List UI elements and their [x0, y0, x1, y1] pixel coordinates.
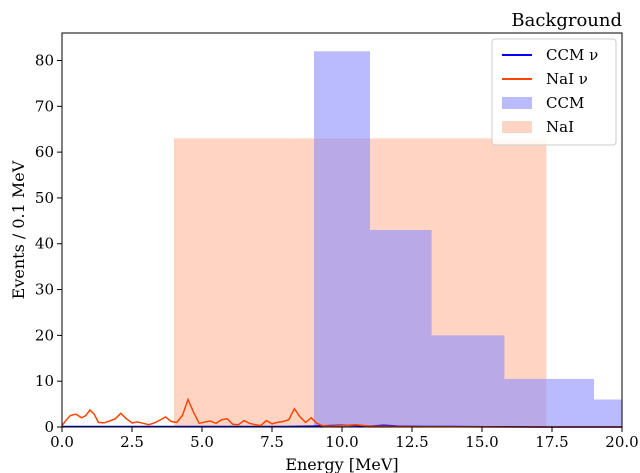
- x-tick-label: 5.0: [190, 433, 214, 451]
- x-tick-label: 17.5: [535, 433, 568, 451]
- ccm-bar: [431, 335, 468, 427]
- ccm-bar: [594, 399, 622, 427]
- x-tick-label: 0.0: [50, 433, 74, 451]
- legend: CCM ν NaI ν CCM NaI: [491, 38, 617, 146]
- y-axis: 0 10 20 30 40 50 60 70 80: [35, 51, 62, 436]
- y-tick-label: 10: [35, 372, 54, 390]
- ccm-legend-label: CCM ν: [546, 46, 598, 64]
- y-tick-label: 50: [35, 189, 54, 207]
- y-tick-label: 0: [44, 418, 54, 436]
- x-tick-label: 15.0: [465, 433, 498, 451]
- ccm-bar: [468, 335, 505, 427]
- nai-legend-swatch: [502, 121, 532, 133]
- nai-legend-label: NaI ν: [546, 70, 588, 88]
- ccm-bar: [504, 378, 547, 427]
- nai-legend-label: NaI: [546, 118, 574, 136]
- x-axis-label: Energy [MeV]: [285, 455, 398, 473]
- y-tick-label: 80: [35, 51, 54, 69]
- y-axis-label: Events / 0.1 MeV: [9, 160, 28, 299]
- x-axis: 0.0 2.5 5.0 7.5 10.0 12.5 15.0 17.5 20.0: [50, 427, 639, 451]
- ccm-legend-label: CCM: [546, 94, 584, 112]
- y-tick-label: 20: [35, 326, 54, 344]
- x-tick-label: 20.0: [605, 433, 638, 451]
- x-tick-label: 2.5: [120, 433, 144, 451]
- chart-title: Background: [511, 10, 622, 31]
- ccm-bar: [370, 230, 432, 427]
- x-tick-label: 10.0: [325, 433, 358, 451]
- y-tick-label: 70: [35, 97, 54, 115]
- y-tick-label: 60: [35, 143, 54, 161]
- x-tick-label: 12.5: [395, 433, 428, 451]
- ccm-bar: [314, 51, 370, 427]
- nai-bar: [174, 138, 295, 428]
- legend-box: [491, 38, 617, 146]
- nai-line: [61, 397, 622, 428]
- ccm-bar: [546, 378, 594, 427]
- y-tick-label: 30: [35, 281, 54, 299]
- y-tick-label: 40: [35, 235, 54, 253]
- ccm-legend-swatch: [502, 97, 532, 109]
- x-tick-label: 7.5: [260, 433, 284, 451]
- histogram-layer: [174, 51, 622, 428]
